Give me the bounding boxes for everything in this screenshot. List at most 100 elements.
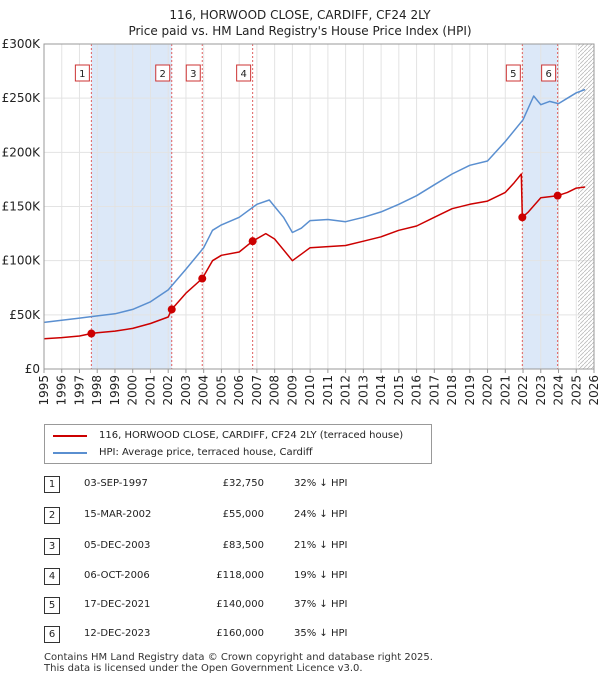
legend-label-hpi: HPI: Average price, terraced house, Card… — [99, 447, 313, 458]
footer: Contains HM Land Registry data © Crown c… — [44, 652, 433, 674]
x-tick-label: 2008 — [268, 375, 282, 406]
x-tick-label: 1995 — [37, 375, 51, 406]
sale-price: £55,000 — [222, 509, 264, 520]
x-tick-label: 2006 — [232, 375, 246, 406]
sale-point — [167, 305, 176, 314]
sale-points — [87, 191, 562, 338]
legend-swatch-property — [53, 434, 87, 437]
x-tick-label: 2003 — [179, 375, 193, 406]
x-tick-label: 2017 — [427, 375, 441, 406]
sale-point — [248, 237, 257, 246]
x-tick-label: 2001 — [143, 375, 157, 406]
x-tick-label: 2009 — [285, 375, 299, 406]
x-tick-label: 2019 — [463, 375, 477, 406]
sale-number-box — [505, 64, 521, 82]
legend-swatch-hpi — [53, 451, 87, 454]
sale-number-boxes: 1 2 3 4 5 6 — [74, 64, 557, 82]
sale-date: 15-MAR-2002 — [84, 509, 152, 520]
x-tick-label: 2015 — [392, 375, 406, 406]
sale-number: 3 — [44, 538, 60, 555]
sale-number-label: 2 — [160, 69, 166, 80]
sale-date: 06-OCT-2006 — [84, 570, 150, 581]
sale-date: 03-SEP-1997 — [84, 478, 148, 489]
sale-number: 6 — [44, 626, 60, 643]
sale-number: 5 — [44, 597, 60, 614]
x-tick-label: 2020 — [481, 375, 495, 406]
chart-title-line2: Price paid vs. HM Land Registry's House … — [128, 24, 472, 38]
x-tick-label: 1997 — [72, 375, 86, 406]
series-line-hpi — [43, 88, 586, 324]
x-tick-label: 2022 — [516, 375, 530, 406]
sale-price: £83,500 — [222, 540, 264, 551]
footer-licence: This data is licensed under the Open Gov… — [44, 663, 363, 674]
sale-number: 2 — [44, 507, 60, 524]
sale-number-box — [236, 64, 252, 82]
sale-row: 3 05-DEC-2003 £83,500 21% ↓ HPI — [44, 538, 444, 558]
sale-row: 1 03-SEP-1997 £32,750 32% ↓ HPI — [44, 476, 444, 496]
sale-hpi-diff: 35% ↓ HPI — [294, 628, 348, 639]
x-tick-label: 2021 — [498, 375, 512, 406]
series-lines — [43, 88, 586, 340]
sale-price: £140,000 — [216, 599, 264, 610]
sale-price: £118,000 — [216, 570, 264, 581]
sale-date: 17-DEC-2021 — [84, 599, 151, 610]
x-tick-label: 2007 — [250, 375, 264, 406]
x-tick-label: 2024 — [552, 375, 566, 406]
sale-number-box — [185, 64, 201, 82]
sale-number-box — [155, 64, 171, 82]
sale-row: 4 06-OCT-2006 £118,000 19% ↓ HPI — [44, 568, 444, 588]
y-tick-label: £150K — [2, 200, 42, 214]
sale-number-label: 1 — [79, 69, 85, 80]
future-hatch-area — [578, 44, 594, 369]
sale-hpi-diff: 19% ↓ HPI — [294, 570, 348, 581]
sale-row: 6 12-DEC-2023 £160,000 35% ↓ HPI — [44, 626, 444, 646]
x-tick-label: 2016 — [410, 375, 424, 406]
x-tick-label: 2004 — [197, 375, 211, 406]
sale-number: 1 — [44, 476, 60, 493]
x-tick-label: 2026 — [587, 375, 600, 406]
y-tick-label: £300K — [2, 37, 42, 51]
x-tick-label: 2012 — [339, 375, 353, 406]
footer-copyright: Contains HM Land Registry data © Crown c… — [44, 652, 433, 663]
x-tick-label: 2005 — [214, 375, 228, 406]
sale-point — [518, 213, 527, 222]
sale-date: 12-DEC-2023 — [84, 628, 151, 639]
y-tick-label: £100K — [2, 254, 42, 268]
sale-point — [553, 191, 562, 200]
x-tick-label: 1998 — [90, 375, 104, 406]
sale-number-box — [74, 64, 90, 82]
sale-number-label: 3 — [190, 69, 196, 80]
x-tick-label: 2023 — [534, 375, 548, 406]
series-line-property — [43, 173, 586, 340]
chart-title-line1: 116, HORWOOD CLOSE, CARDIFF, CF24 2LY — [169, 8, 431, 22]
legend-item-property: 116, HORWOOD CLOSE, CARDIFF, CF24 2LY (t… — [53, 430, 403, 441]
x-tick-label: 2010 — [303, 375, 317, 406]
sale-number-box — [541, 64, 557, 82]
sale-hpi-diff: 24% ↓ HPI — [294, 509, 348, 520]
x-tick-label: 2002 — [161, 375, 175, 406]
sale-price: £32,750 — [222, 478, 264, 489]
sale-number-label: 6 — [545, 69, 551, 80]
sale-price: £160,000 — [216, 628, 264, 639]
x-tick-label: 2025 — [569, 375, 583, 406]
legend: 116, HORWOOD CLOSE, CARDIFF, CF24 2LY (t… — [44, 424, 432, 464]
sale-row: 2 15-MAR-2002 £55,000 24% ↓ HPI — [44, 507, 444, 527]
x-tick-label: 2000 — [126, 375, 140, 406]
x-tick-label: 2018 — [445, 375, 459, 406]
x-tick-label: 2014 — [374, 375, 388, 406]
sale-number: 4 — [44, 568, 60, 585]
sale-point — [198, 274, 207, 283]
sale-number-label: 5 — [510, 69, 516, 80]
x-tick-label: 1999 — [108, 375, 122, 406]
y-tick-label: £50K — [9, 308, 41, 322]
sale-hpi-diff: 21% ↓ HPI — [294, 540, 348, 551]
sale-date: 05-DEC-2003 — [84, 540, 151, 551]
y-tick-label: £200K — [2, 145, 42, 159]
future-hatch — [578, 44, 594, 369]
sale-row: 5 17-DEC-2021 £140,000 37% ↓ HPI — [44, 597, 444, 617]
sale-number-label: 4 — [240, 69, 246, 80]
legend-item-hpi: HPI: Average price, terraced house, Card… — [53, 447, 313, 458]
y-tick-label: £250K — [2, 91, 42, 105]
sale-hpi-diff: 37% ↓ HPI — [294, 599, 348, 610]
